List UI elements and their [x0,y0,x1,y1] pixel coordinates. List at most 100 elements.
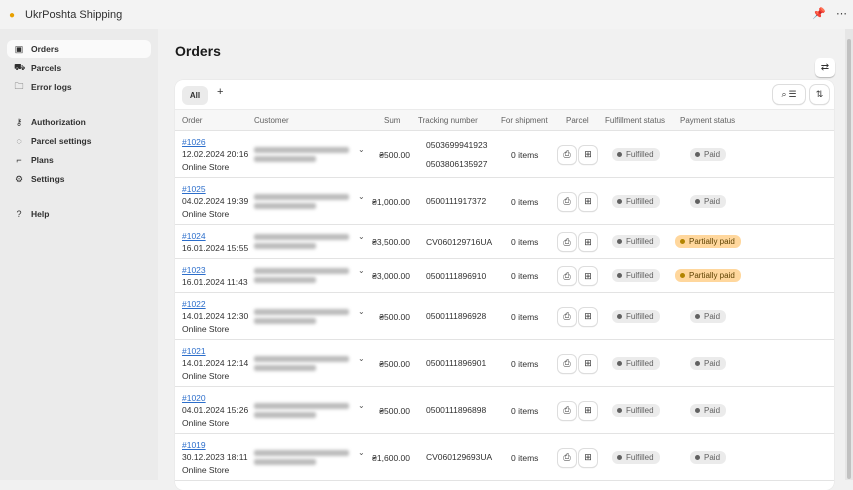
customer-blurred[interactable] [254,231,352,252]
tracking-number[interactable]: CV060129693UA [426,452,493,462]
create-parcel-button[interactable]: ⊞ [579,145,597,164]
scrollbar-thumb[interactable] [847,39,851,479]
print-button[interactable]: ⎙ [558,307,576,326]
chevron-down-icon[interactable]: ⌄ [358,306,365,316]
tracking-number[interactable]: 0500111896901 [426,358,487,368]
customer-blurred[interactable] [254,265,352,286]
search-filter-button[interactable]: ⌕ ☰ [773,85,805,104]
print-button[interactable]: ⎙ [558,448,576,467]
table-row[interactable]: #1023 16.01.2024 11:43 ⌄ ₴3,000.00 05001… [175,259,834,293]
for-shipment: 0 items [511,271,539,281]
customer-blurred[interactable] [254,447,352,468]
table-row[interactable]: #1022 14.01.2024 12:30 Online Store ⌄ ₴5… [175,293,834,340]
customer-blurred[interactable] [254,306,352,327]
chevron-down-icon[interactable]: ⌄ [358,232,365,241]
sidebar-item-error-logs[interactable]: 🗀 Error logs [7,78,151,96]
add-parcel-icon: ⊞ [584,149,592,159]
tracking-number[interactable]: 0503699941923 [426,139,488,150]
col-payment[interactable]: Payment status [680,116,736,125]
print-button[interactable]: ⎙ [558,267,576,285]
printer-icon: ⎙ [563,311,571,321]
more-icon[interactable]: ⋯ [836,8,847,20]
col-tracking[interactable]: Tracking number [418,116,478,125]
order-link[interactable]: #1024 [182,230,206,241]
chevron-down-icon[interactable]: ⌄ [358,144,365,154]
col-order[interactable]: Order [182,116,203,125]
order-source: Online Store [182,323,230,334]
order-link[interactable]: #1026 [182,136,206,147]
col-sum[interactable]: Sum [384,116,401,125]
create-parcel-button[interactable]: ⊞ [579,448,597,467]
order-link[interactable]: #1025 [182,183,206,194]
col-fulfillment[interactable]: Fulfillment status [605,116,666,125]
add-view-button[interactable]: + [217,86,224,98]
fulfillment-badge: Fulfilled [612,269,660,282]
table-row[interactable]: #1020 04.01.2024 15:26 Online Store ⌄ ₴5… [175,387,834,434]
sidebar-item-label: Authorization [31,117,86,127]
table-row[interactable]: #1025 04.02.2024 19:39 Online Store ⌄ ₴1… [175,178,834,225]
help-icon: ? [16,209,22,219]
chevron-down-icon[interactable]: ⌄ [358,191,365,201]
page-title: Orders [175,43,221,59]
create-parcel-button[interactable]: ⊞ [579,267,597,285]
sidebar-item-plans[interactable]: ⌐ Plans [7,151,151,169]
sidebar-item-parcels[interactable]: ⛟ Parcels [7,59,151,77]
sidebar-item-orders[interactable]: ▣ Orders [7,40,151,58]
sidebar-item-help[interactable]: ? Help [7,205,151,223]
customer-blurred[interactable] [254,191,352,212]
sidebar-item-settings[interactable]: ⚙ Settings [7,170,151,188]
table-header: Order Customer Sum Tracking number For s… [175,110,834,131]
print-button[interactable]: ⎙ [558,233,576,251]
scrollbar[interactable] [845,29,853,480]
tracking-number[interactable]: 0500111896910 [426,270,487,281]
payment-badge: Paid [690,194,727,208]
chevron-down-icon[interactable]: ⌄ [358,400,365,410]
print-button[interactable]: ⎙ [558,401,576,420]
sort-button[interactable]: ⇅ [810,85,829,104]
chevron-down-icon[interactable]: ⌄ [358,447,365,457]
payment-badge: Paid [690,356,727,370]
create-parcel-button[interactable]: ⊞ [579,192,597,211]
pin-icon[interactable]: 📌 [812,8,826,20]
tracking-number[interactable]: 0500111896928 [426,311,487,321]
order-link[interactable]: #1023 [182,264,206,275]
sync-button[interactable]: ⇄ [815,58,835,77]
print-button[interactable]: ⎙ [558,354,576,373]
chevron-down-icon[interactable]: ⌄ [358,266,365,275]
order-sum: ₴500.00 [379,149,410,160]
order-link[interactable]: #1022 [182,298,206,309]
sidebar-item-parcel-settings[interactable]: ◌ Parcel settings [7,132,151,150]
printer-icon: ⎙ [563,196,571,206]
tracking-number[interactable]: 0500111917372 [426,196,487,206]
customer-blurred[interactable] [254,400,352,421]
table-row[interactable]: #1024 16.01.2024 15:55 ⌄ ₴3,500.00 CV060… [175,225,834,259]
create-parcel-button[interactable]: ⊞ [579,307,597,326]
tracking-number[interactable]: 0500111896898 [426,405,487,415]
fulfillment-badge: Fulfilled [612,403,660,417]
chevron-down-icon[interactable]: ⌄ [358,353,365,363]
col-for-shipment[interactable]: For shipment [501,116,548,125]
table-row[interactable]: #1026 12.02.2024 20:16 Online Store ⌄ ₴5… [175,131,834,178]
tab-all[interactable]: All [182,86,208,105]
col-parcel[interactable]: Parcel [566,116,589,125]
order-link[interactable]: #1020 [182,392,206,403]
order-link[interactable]: #1021 [182,345,206,356]
tracking-number[interactable]: 0503806135927 [426,158,488,169]
gear-icon: ⚙ [14,173,24,184]
sidebar-item-label: Parcels [31,63,62,73]
col-customer[interactable]: Customer [254,116,289,125]
customer-blurred[interactable] [254,353,352,374]
table-row[interactable]: #1021 14.01.2024 12:14 Online Store ⌄ ₴5… [175,340,834,387]
create-parcel-button[interactable]: ⊞ [579,401,597,420]
table-row[interactable]: #1019 30.12.2023 18:11 Online Store ⌄ ₴1… [175,434,834,481]
create-parcel-button[interactable]: ⊞ [579,233,597,251]
ukrposhta-logo-icon: ● [9,9,16,21]
print-button[interactable]: ⎙ [558,192,576,211]
order-link[interactable]: #1019 [182,439,206,450]
truck-icon: ⛟ [14,62,26,72]
customer-blurred[interactable] [254,144,352,165]
tracking-number[interactable]: CV060129716UA [426,236,493,247]
print-button[interactable]: ⎙ [558,145,576,164]
create-parcel-button[interactable]: ⊞ [579,354,597,373]
sidebar-item-authorization[interactable]: ⚷ Authorization [7,113,151,131]
